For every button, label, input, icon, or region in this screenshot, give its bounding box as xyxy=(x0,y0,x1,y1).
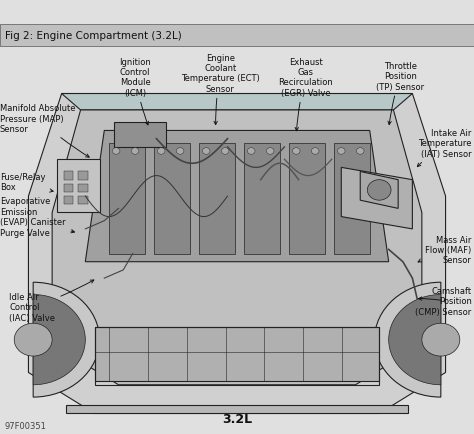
Bar xyxy=(154,143,190,254)
Bar xyxy=(0,25,474,47)
Bar xyxy=(64,172,73,180)
Text: Mass Air
Flow (MAF)
Sensor: Mass Air Flow (MAF) Sensor xyxy=(418,235,472,265)
Bar xyxy=(114,123,166,148)
Text: Intake Air
Temperature
(IAT) Sensor: Intake Air Temperature (IAT) Sensor xyxy=(417,128,472,167)
Circle shape xyxy=(311,148,319,155)
Wedge shape xyxy=(389,295,441,385)
Circle shape xyxy=(14,323,52,356)
Bar xyxy=(78,184,88,193)
Text: 3.2L: 3.2L xyxy=(222,412,252,425)
Bar xyxy=(95,328,379,381)
Circle shape xyxy=(422,323,460,356)
Text: Ignition
Control
Module
(ICM): Ignition Control Module (ICM) xyxy=(119,57,151,125)
Bar xyxy=(244,143,280,254)
Bar xyxy=(64,197,73,205)
Bar xyxy=(199,143,235,254)
Bar xyxy=(57,160,100,213)
Circle shape xyxy=(202,148,210,155)
Circle shape xyxy=(337,148,345,155)
Circle shape xyxy=(157,148,165,155)
Circle shape xyxy=(266,148,274,155)
Text: Idle Air
Control
(IAC) Valve: Idle Air Control (IAC) Valve xyxy=(9,280,94,322)
Text: Manifold Absolute
Pressure (MAP)
Sensor: Manifold Absolute Pressure (MAP) Sensor xyxy=(0,104,89,158)
Text: 97F00351: 97F00351 xyxy=(5,421,46,430)
Bar xyxy=(64,184,73,193)
Circle shape xyxy=(367,180,391,201)
Circle shape xyxy=(292,148,300,155)
Circle shape xyxy=(176,148,184,155)
Text: Fig 2: Engine Compartment (3.2L): Fig 2: Engine Compartment (3.2L) xyxy=(5,31,182,41)
Circle shape xyxy=(221,148,229,155)
Polygon shape xyxy=(85,131,389,262)
Polygon shape xyxy=(28,94,446,414)
Polygon shape xyxy=(62,94,412,111)
Bar xyxy=(78,197,88,205)
Circle shape xyxy=(112,148,120,155)
Wedge shape xyxy=(33,283,100,397)
Circle shape xyxy=(131,148,139,155)
Text: Fuse/Relay
Box: Fuse/Relay Box xyxy=(0,173,53,193)
Circle shape xyxy=(356,148,364,155)
Polygon shape xyxy=(341,168,412,229)
Wedge shape xyxy=(374,283,441,397)
Text: Engine
Coolant
Temperature (ECT)
Sensor: Engine Coolant Temperature (ECT) Sensor xyxy=(181,53,260,125)
Text: Throttle
Position
(TP) Sensor: Throttle Position (TP) Sensor xyxy=(376,62,425,125)
Text: Evaporative
Emission
(EVAP) Canister
Purge Valve: Evaporative Emission (EVAP) Canister Pur… xyxy=(0,197,74,237)
Bar xyxy=(109,143,145,254)
Text: Camshaft
Position
(CMP) Sensor: Camshaft Position (CMP) Sensor xyxy=(415,286,472,316)
Bar xyxy=(334,143,370,254)
Bar xyxy=(289,143,325,254)
Polygon shape xyxy=(360,172,398,209)
Text: Exhaust
Gas
Recirculation
(EGR) Valve: Exhaust Gas Recirculation (EGR) Valve xyxy=(278,57,333,132)
Polygon shape xyxy=(66,405,408,414)
Wedge shape xyxy=(33,295,85,385)
Circle shape xyxy=(247,148,255,155)
Bar xyxy=(78,172,88,180)
Polygon shape xyxy=(52,111,422,385)
